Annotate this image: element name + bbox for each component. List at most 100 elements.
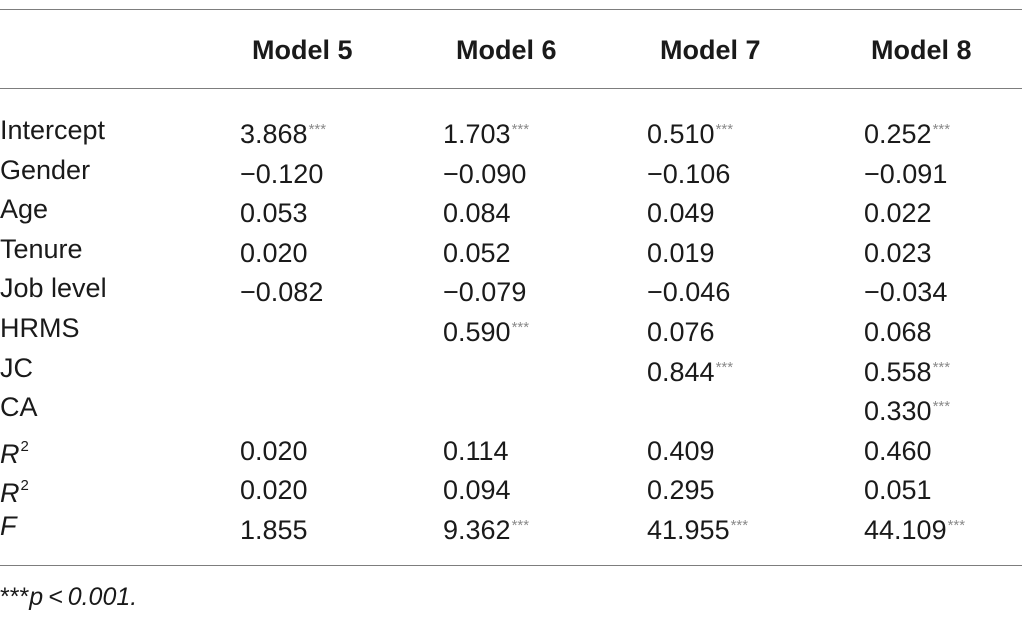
table-row: JC 0.844*** 0.558*** — [0, 348, 1022, 388]
table-cell: 0.084 — [443, 189, 512, 233]
cell-value: 0.114 — [443, 435, 509, 466]
significance-stars: *** — [511, 121, 530, 138]
significance-stars: *** — [932, 121, 951, 138]
row-label: Intercept — [0, 110, 105, 150]
table-cell: 0.590*** — [443, 308, 529, 352]
cell-value: 0.019 — [647, 237, 715, 268]
cell-value: −0.034 — [864, 277, 948, 308]
table-cell: 0.558*** — [864, 348, 950, 392]
table-cell: 0.330*** — [864, 387, 950, 431]
significance-stars: *** — [715, 358, 734, 376]
table-cell — [443, 348, 444, 392]
cell-value: 0.409 — [647, 435, 715, 466]
row-label-text: Job level — [0, 273, 107, 304]
table-cell: 0.020 — [240, 229, 309, 273]
cell-value: 0.023 — [864, 237, 932, 268]
table-cell: −0.079 — [443, 268, 527, 312]
cell-value: −0.079 — [443, 277, 527, 308]
row-label-text: R — [0, 438, 20, 469]
row-label-text: JC — [0, 352, 33, 383]
cell-value: −0.082 — [240, 277, 324, 308]
table-cell — [240, 308, 241, 352]
table-cell: 0.023 — [864, 229, 933, 273]
table-row: Intercept 3.868*** 1.703*** 0.510*** 0.252**… — [0, 110, 1022, 150]
table-cell: 0.844*** — [647, 348, 733, 392]
table-cell: 0.020 — [240, 466, 309, 510]
table-cell: 0.052 — [443, 229, 512, 273]
table-cell: 0.409 — [647, 427, 716, 471]
table-cell: 0.019 — [647, 229, 716, 273]
column-header-model-6: Model 6 — [456, 35, 557, 65]
cell-value: −0.106 — [647, 158, 731, 189]
footnote-text: p < 0.001. — [29, 583, 138, 611]
table-row: F 1.855 9.362*** 41.955*** 44.109*** — [0, 506, 1022, 546]
cell-value: 41.955 — [647, 515, 730, 545]
table-cell: 0.252*** — [864, 110, 950, 154]
cell-value: 1.703 — [443, 119, 511, 149]
cell-value: 0.590 — [443, 317, 511, 347]
cell-value: 1.855 — [240, 515, 308, 545]
table-cell: 3.868*** — [240, 110, 326, 154]
cell-value: 0.051 — [864, 475, 932, 506]
table-row: Job level −0.082 −0.079 −0.046 −0.034 — [0, 268, 1022, 308]
table-cell: 0.020 — [240, 427, 309, 471]
column-header-model-8: Model 8 — [871, 35, 972, 65]
table-cell: 41.955*** — [647, 506, 748, 550]
row-label: R2 — [0, 466, 29, 513]
table-cell: −0.090 — [443, 150, 527, 194]
table-cell: 0.051 — [864, 466, 933, 510]
significance-stars: *** — [308, 121, 327, 138]
table-cell: 0.022 — [864, 189, 933, 233]
significance-stars: *** — [730, 517, 749, 534]
table-row: HRMS 0.590*** 0.076 0.068 — [0, 308, 1022, 348]
row-label: HRMS — [0, 308, 80, 348]
table-cell — [443, 387, 444, 431]
table-header-rule — [0, 88, 1022, 89]
significance-stars: *** — [932, 398, 951, 416]
table-row: Age 0.053 0.084 0.049 0.022 — [0, 189, 1022, 229]
cell-value: 0.020 — [240, 237, 308, 268]
row-label: Tenure — [0, 229, 83, 269]
table-row: CA 0.330*** — [0, 387, 1022, 427]
column-header-model-5: Model 5 — [252, 35, 353, 65]
table-cell: 0.295 — [647, 466, 716, 510]
cell-value: 3.868 — [240, 119, 308, 149]
table-cell: −0.082 — [240, 268, 324, 312]
cell-value: 0.252 — [864, 119, 932, 149]
table-top-rule — [0, 9, 1022, 10]
significance-stars: *** — [947, 517, 966, 534]
table-cell: 0.053 — [240, 189, 309, 233]
column-header-model-7: Model 7 — [660, 35, 761, 65]
table-row: R2 0.020 0.094 0.295 0.051 — [0, 466, 1022, 508]
significance-stars: *** — [932, 358, 951, 376]
table-row: R2 0.020 0.114 0.409 0.460 — [0, 427, 1022, 469]
row-label: Age — [0, 189, 48, 229]
cell-value: 0.558 — [864, 356, 932, 387]
table-cell: −0.120 — [240, 150, 324, 194]
cell-value: 44.109 — [864, 515, 947, 545]
cell-value: 0.295 — [647, 475, 715, 506]
cell-value: −0.046 — [647, 277, 731, 308]
cell-value: 0.022 — [864, 198, 932, 229]
cell-value: 0.049 — [647, 198, 715, 229]
table-cell: 44.109*** — [864, 506, 965, 550]
cell-value: 0.084 — [443, 198, 511, 229]
row-label-superscript: 2 — [20, 477, 29, 495]
table-cell: 0.460 — [864, 427, 933, 471]
significance-stars: *** — [511, 517, 530, 534]
table-cell: −0.106 — [647, 150, 731, 194]
row-label-text: F — [0, 511, 17, 541]
table-footnote: ***p < 0.001. — [0, 577, 137, 617]
cell-value: 9.362 — [443, 515, 511, 545]
cell-value: 0.020 — [240, 435, 308, 466]
row-label-text: Age — [0, 194, 49, 225]
row-label-text: Intercept — [0, 115, 106, 145]
row-label-text: CA — [0, 392, 38, 423]
cell-value: 0.094 — [443, 475, 511, 506]
cell-value: −0.090 — [443, 158, 527, 189]
row-label-text: Gender — [0, 154, 91, 185]
table-cell: −0.046 — [647, 268, 731, 312]
row-label: Job level — [0, 268, 107, 308]
cell-value: 0.330 — [864, 396, 932, 427]
cell-value: 0.052 — [443, 237, 511, 268]
